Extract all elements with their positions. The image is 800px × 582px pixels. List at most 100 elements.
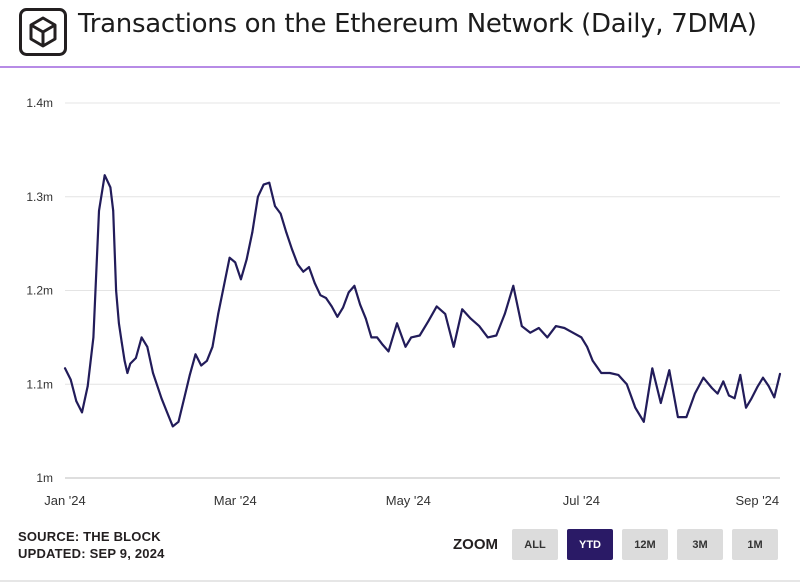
- zoom-1m-button[interactable]: 1M: [732, 529, 778, 560]
- data-point: [319, 294, 322, 297]
- title-divider: [0, 66, 800, 68]
- data-point: [387, 350, 390, 353]
- data-point: [529, 331, 532, 334]
- data-point: [745, 406, 747, 409]
- y-tick-label: 1.1m: [26, 377, 53, 391]
- zoom-12m-button[interactable]: 12M: [622, 529, 668, 560]
- data-point: [359, 303, 361, 306]
- data-point: [762, 376, 764, 379]
- data-point: [302, 270, 305, 273]
- data-point: [279, 212, 282, 215]
- data-point: [651, 367, 654, 370]
- chart-footer: SOURCE: THE BLOCK UPDATED: SEP 9, 2024 Z…: [0, 520, 800, 582]
- data-point: [404, 345, 407, 348]
- data-point: [211, 345, 214, 348]
- data-point: [685, 416, 688, 418]
- data-point: [435, 305, 438, 308]
- data-point: [427, 320, 430, 323]
- x-tick-label: Jul '24: [563, 493, 600, 508]
- data-point: [756, 386, 759, 388]
- data-point: [135, 357, 137, 359]
- data-point: [410, 336, 413, 339]
- data-point: [537, 327, 540, 329]
- data-point: [478, 325, 481, 327]
- y-tick-label: 1.4m: [26, 96, 53, 110]
- chart-header: Transactions on the Ethereum Network (Da…: [0, 0, 800, 68]
- data-point: [586, 345, 588, 348]
- data-point: [353, 284, 356, 287]
- data-point: [634, 406, 637, 409]
- data-point: [262, 183, 265, 186]
- data-point: [381, 344, 384, 346]
- data-point: [520, 325, 523, 327]
- data-point: [228, 256, 231, 259]
- data-point: [347, 291, 350, 294]
- data-point: [126, 372, 129, 374]
- data-point: [512, 284, 515, 287]
- data-point: [364, 317, 367, 320]
- data-point: [75, 400, 78, 402]
- data-point: [69, 378, 72, 381]
- chart-title: Transactions on the Ethereum Network (Da…: [78, 9, 757, 39]
- data-point: [444, 313, 447, 315]
- data-point: [396, 322, 398, 325]
- data-point: [370, 336, 373, 339]
- data-point: [109, 186, 112, 189]
- data-point: [152, 372, 154, 374]
- data-point: [336, 315, 339, 318]
- data-point: [546, 336, 549, 339]
- x-tick-label: Jan '24: [44, 493, 86, 508]
- data-point: [296, 263, 299, 266]
- data-point: [642, 420, 645, 423]
- data-point: [245, 258, 248, 261]
- data-point: [257, 195, 259, 198]
- data-point: [716, 392, 719, 395]
- data-point: [580, 336, 583, 339]
- data-point: [600, 372, 603, 374]
- cube-logo-icon: [19, 8, 67, 56]
- data-point: [418, 334, 421, 337]
- zoom-ytd-button[interactable]: YTD: [567, 529, 613, 560]
- data-point: [722, 380, 725, 383]
- data-point: [779, 373, 781, 375]
- source-note: SOURCE: THE BLOCK UPDATED: SEP 9, 2024: [18, 528, 165, 562]
- data-point: [188, 374, 191, 376]
- source-text: SOURCE: THE BLOCK: [18, 529, 161, 544]
- data-point: [123, 359, 126, 362]
- zoom-all-button[interactable]: ALL: [512, 529, 558, 560]
- data-point: [251, 231, 254, 234]
- zoom-3m-button[interactable]: 3M: [677, 529, 723, 560]
- x-tick-label: Sep '24: [735, 493, 779, 508]
- y-tick-label: 1.2m: [26, 284, 53, 298]
- data-point: [194, 353, 197, 356]
- data-point: [274, 205, 276, 208]
- data-point: [659, 402, 662, 404]
- y-tick-label: 1.3m: [26, 190, 53, 204]
- data-point: [103, 174, 106, 177]
- data-point: [92, 336, 95, 339]
- data-point: [206, 359, 208, 362]
- data-point: [608, 372, 611, 374]
- data-point: [160, 397, 163, 400]
- data-point: [129, 362, 132, 365]
- data-point: [452, 345, 455, 348]
- bottom-border: [0, 580, 800, 582]
- data-point: [486, 336, 489, 339]
- data-point: [469, 317, 472, 320]
- x-tick-label: Mar '24: [214, 493, 257, 508]
- data-point: [325, 297, 327, 299]
- updated-text: UPDATED: SEP 9, 2024: [18, 546, 165, 561]
- data-point: [728, 394, 730, 397]
- data-point: [750, 397, 753, 400]
- data-point: [461, 308, 464, 311]
- data-point: [240, 278, 242, 281]
- data-point: [733, 397, 736, 400]
- data-point: [503, 313, 506, 315]
- grid-lines: [65, 102, 780, 479]
- data-point: [120, 341, 123, 343]
- data-point: [313, 282, 316, 284]
- data-point: [86, 385, 89, 387]
- data-point: [495, 334, 498, 337]
- data-point: [342, 306, 344, 309]
- data-point: [285, 231, 288, 234]
